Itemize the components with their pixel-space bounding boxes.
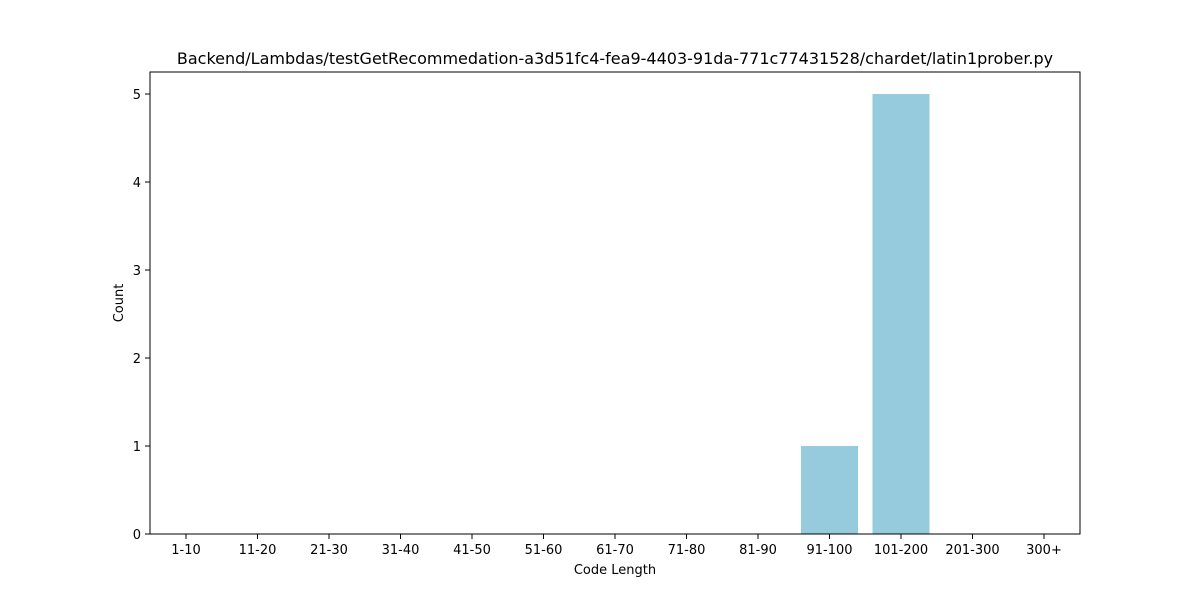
y-tick-label-4: 4: [133, 176, 141, 191]
x-tick-label-101-200: 101-200: [874, 543, 928, 558]
y-axis-ticks: 0 1 2 3 4 5: [133, 88, 150, 543]
x-tick-label-51-60: 51-60: [525, 543, 563, 558]
x-tick-label-1-10: 1-10: [171, 543, 201, 558]
x-axis-label: Code Length: [574, 563, 656, 578]
chart-title: Backend/Lambdas/testGetRecommedation-a3d…: [177, 49, 1053, 68]
x-tick-label-71-80: 71-80: [668, 543, 706, 558]
x-tick-label-61-70: 61-70: [596, 543, 634, 558]
x-tick-label-31-40: 31-40: [382, 543, 420, 558]
bars: [801, 94, 930, 534]
x-tick-label-81-90: 81-90: [739, 543, 777, 558]
y-tick-label-0: 0: [133, 528, 141, 543]
y-tick-label-5: 5: [133, 88, 141, 103]
bar-101-200: [872, 94, 930, 534]
y-tick-label-2: 2: [133, 352, 141, 367]
y-tick-label-3: 3: [133, 264, 141, 279]
y-tick-label-1: 1: [133, 440, 141, 455]
bar-91-100: [801, 446, 858, 534]
y-axis-label: Count: [112, 284, 127, 323]
x-tick-label-91-100: 91-100: [806, 543, 852, 558]
x-tick-label-21-30: 21-30: [310, 543, 348, 558]
plot-area: [150, 72, 1080, 534]
x-tick-label-300: 300+: [1026, 543, 1062, 558]
x-tick-label-41-50: 41-50: [453, 543, 491, 558]
x-tick-label-11-20: 11-20: [239, 543, 277, 558]
x-tick-label-201-300: 201-300: [945, 543, 999, 558]
x-axis-ticks: 1-10 11-20 21-30 31-40 41-50 51-60 61-70 71-80 8…: [171, 534, 1062, 558]
